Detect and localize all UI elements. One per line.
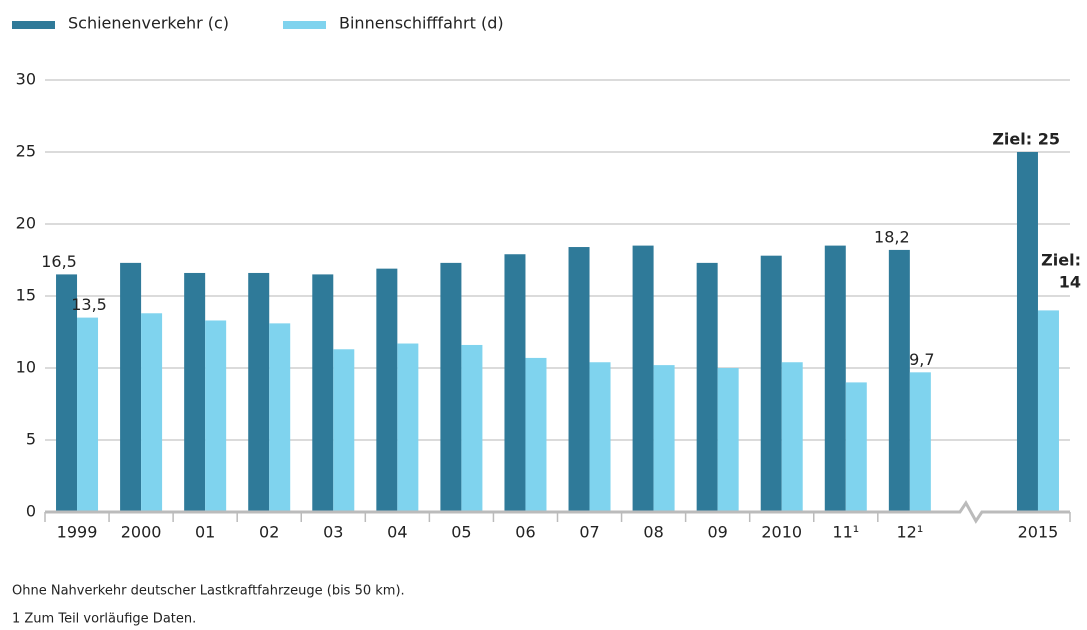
legend-label: Schienenverkehr (c) (68, 14, 229, 33)
data-label-line: Ziel: (1041, 250, 1081, 269)
bar (397, 343, 419, 512)
bar (909, 372, 931, 512)
bar (184, 272, 206, 512)
y-tick-label: 5 (26, 430, 36, 449)
x-tick-label: 05 (451, 523, 471, 542)
footnote: 1 Zum Teil vorläufige Daten. (12, 612, 196, 627)
bar (589, 362, 611, 512)
y-tick-label: 30 (16, 70, 36, 89)
y-tick-label: 0 (26, 502, 36, 521)
bar (568, 247, 590, 513)
data-label: 9,7 (909, 350, 934, 369)
bar (141, 313, 163, 512)
bar (504, 254, 526, 513)
legend-swatch (283, 21, 326, 29)
bar (1037, 310, 1059, 512)
y-tick-label: 10 (16, 358, 36, 377)
bar (333, 349, 355, 512)
bar (760, 255, 782, 512)
data-label: Ziel: 25 (992, 130, 1060, 149)
bar (269, 323, 291, 512)
x-tick-label: 03 (323, 523, 343, 542)
y-tick-label: 15 (16, 286, 36, 305)
y-tick-label: 25 (16, 142, 36, 161)
x-tick-label: 02 (259, 523, 279, 542)
x-tick-label: 06 (515, 523, 535, 542)
data-label-line: 14 (1059, 272, 1081, 291)
bar (312, 274, 334, 512)
x-tick-label: 11¹ (832, 523, 859, 542)
bar (461, 344, 483, 512)
x-tick-label: 2010 (761, 523, 802, 542)
x-axis (45, 500, 1070, 524)
x-tick-label: 08 (643, 523, 663, 542)
x-tick-label: 2000 (121, 523, 162, 542)
bar (205, 320, 227, 512)
x-tick-label: 01 (195, 523, 215, 542)
bar (632, 245, 654, 512)
bar (781, 362, 803, 512)
x-tick-label: 04 (387, 523, 407, 542)
footnote: Ohne Nahverkehr deutscher Lastkraftfahrz… (12, 584, 405, 599)
bar (440, 262, 462, 512)
bar (525, 357, 547, 512)
x-tick-label: 09 (707, 523, 727, 542)
bar (888, 249, 910, 513)
bar (717, 368, 739, 512)
x-tick-label: 07 (579, 523, 599, 542)
bar (845, 382, 867, 512)
bar (248, 272, 270, 512)
bar (376, 268, 398, 512)
data-label: 18,2 (874, 227, 910, 246)
x-tick-label: 12¹ (896, 523, 923, 542)
bar (120, 262, 142, 512)
y-tick-label: 20 (16, 214, 36, 233)
bar (56, 274, 78, 512)
data-label: 13,5 (71, 295, 107, 314)
x-tick-label: 1999 (57, 523, 98, 542)
x-tick-label: 2015 (1018, 523, 1059, 542)
bar (653, 365, 675, 512)
data-label: Ziel: 14 (1041, 250, 1081, 291)
bar (696, 262, 718, 512)
data-label: 16,5 (41, 252, 77, 271)
bar (824, 245, 846, 512)
bar (77, 317, 99, 512)
legend-label: Binnenschifffahrt (d) (339, 14, 504, 33)
bar (1016, 152, 1038, 512)
legend-swatch (12, 21, 55, 29)
